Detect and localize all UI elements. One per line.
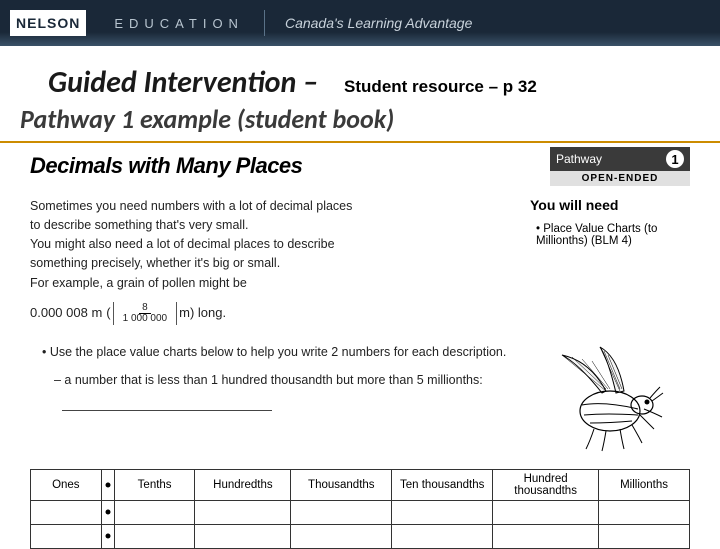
table-cell	[392, 524, 493, 548]
table-cell	[195, 500, 291, 524]
table-header: Millionths	[599, 469, 690, 500]
table-cell	[493, 524, 599, 548]
intro-row: Sometimes you need numbers with a lot of…	[30, 197, 696, 329]
instruction-bullet: • Use the place value charts below to he…	[36, 343, 518, 361]
table-header: Thousandths	[291, 469, 392, 500]
title-row: Guided Intervention – Student resource –…	[0, 46, 720, 103]
bee-icon	[532, 343, 682, 453]
decimal-point-header	[101, 469, 114, 500]
need-item: • Place Value Charts (to Millionths) (BL…	[536, 223, 696, 247]
place-value-table-wrap: Ones TenthsHundredthsThousandthsTen thous…	[30, 469, 696, 549]
page-reference: Student resource – p 32	[344, 77, 537, 97]
logo: NELSON	[10, 10, 86, 36]
measurement-suffix: long.	[198, 304, 226, 323]
table-cell	[114, 500, 195, 524]
table-cell	[599, 500, 690, 524]
intro-line: Sometimes you need numbers with a lot of…	[30, 197, 506, 215]
table-header: Tenths	[114, 469, 195, 500]
table-cell	[291, 524, 392, 548]
intro-line: to describe something that's very small.	[30, 216, 506, 234]
you-will-need: You will need • Place Value Charts (to M…	[506, 197, 696, 329]
fraction: 8 1 000 000	[113, 302, 178, 325]
table-cell	[599, 524, 690, 548]
page-title: Guided Intervention –	[48, 64, 318, 101]
need-title: You will need	[530, 197, 696, 213]
intro-line: For example, a grain of pollen might be	[30, 274, 506, 292]
pathway-type: OPEN-ENDED	[550, 171, 690, 186]
pathway-top: Pathway 1	[550, 147, 690, 171]
measurement: 0.000 008 m ( 8 1 000 000 m ) long.	[30, 302, 506, 325]
intro-line: something precisely, whether it's big or…	[30, 254, 506, 272]
content-area: Decimals with Many Places Pathway 1 OPEN…	[0, 143, 720, 549]
table-header: Ones	[31, 469, 102, 500]
table-cell	[392, 500, 493, 524]
subtitle-row: Pathway 1 example (student book)	[0, 103, 720, 143]
brand-header: NELSON EDUCATION Canada's Learning Advan…	[0, 0, 720, 46]
table-cell	[195, 524, 291, 548]
pathway-badge: Pathway 1 OPEN-ENDED	[550, 147, 690, 186]
instruction-row: • Use the place value charts below to he…	[30, 343, 696, 453]
table-cell	[493, 500, 599, 524]
logo-text: NELSON	[16, 15, 80, 31]
intro-line: You might also need a lot of decimal pla…	[30, 235, 506, 253]
bee-illustration	[518, 343, 696, 453]
decimal-point-cell	[101, 524, 114, 548]
pathway-number: 1	[666, 150, 684, 168]
decimal-point-cell	[101, 500, 114, 524]
measurement-unit: m	[179, 304, 190, 323]
place-value-table: Ones TenthsHundredthsThousandthsTen thous…	[30, 469, 690, 549]
fraction-numerator: 8	[139, 303, 151, 314]
tagline: Canada's Learning Advantage	[285, 15, 472, 31]
header-divider	[264, 10, 265, 36]
table-header: Hundredths	[195, 469, 291, 500]
fraction-denominator: 1 000 000	[120, 314, 171, 324]
table-cell	[31, 500, 102, 524]
measurement-value: 0.000 008 m	[30, 304, 102, 323]
instruction-text: • Use the place value charts below to he…	[30, 343, 518, 453]
table-header: Hundred thousandths	[493, 469, 599, 500]
education-label: EDUCATION	[114, 16, 244, 31]
table-cell	[291, 500, 392, 524]
intro-text: Sometimes you need numbers with a lot of…	[30, 197, 506, 329]
pathway-label: Pathway	[556, 152, 602, 166]
instruction-sub: – a number that is less than 1 hundred t…	[54, 371, 518, 389]
table-cell	[114, 524, 195, 548]
table-cell	[31, 524, 102, 548]
table-header: Ten thousandths	[392, 469, 493, 500]
answer-blank	[62, 397, 272, 411]
page-subtitle: Pathway 1 example (student book)	[20, 103, 394, 135]
